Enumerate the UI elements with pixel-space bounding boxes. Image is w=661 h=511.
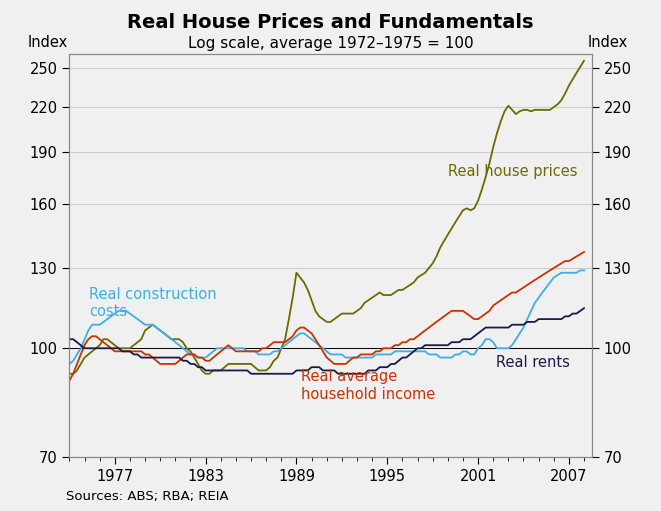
Text: Real House Prices and Fundamentals: Real House Prices and Fundamentals (128, 13, 533, 32)
Text: Real house prices: Real house prices (447, 165, 577, 179)
Text: Index: Index (588, 35, 628, 50)
Text: Real average
household income: Real average household income (301, 369, 435, 402)
Text: Sources: ABS; RBA; REIA: Sources: ABS; RBA; REIA (66, 491, 229, 503)
Text: Index: Index (28, 35, 68, 50)
Text: Real rents: Real rents (496, 355, 570, 370)
Text: Log scale, average 1972–1975 = 100: Log scale, average 1972–1975 = 100 (188, 36, 473, 51)
Text: Real construction
costs: Real construction costs (89, 287, 217, 319)
